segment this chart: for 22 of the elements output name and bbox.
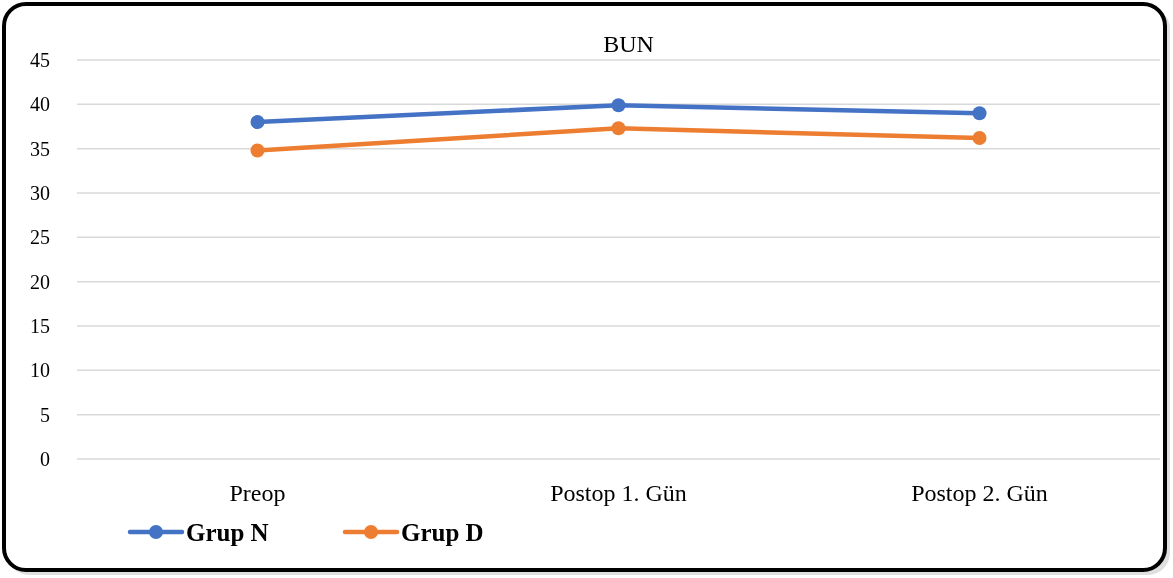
legend-label: Grup N xyxy=(186,519,269,546)
y-tick-label: 25 xyxy=(30,226,50,249)
legend-label: Grup D xyxy=(401,519,484,546)
point xyxy=(972,131,987,146)
y-tick-label: 5 xyxy=(40,403,50,426)
y-tick-label: 10 xyxy=(30,359,50,382)
point xyxy=(250,143,265,158)
y-tick-label: 20 xyxy=(30,270,50,293)
x-tick-label: Postop 2. Gün xyxy=(911,480,1048,506)
point xyxy=(611,121,626,136)
chart-title: BUN xyxy=(603,31,654,57)
y-tick-label: 35 xyxy=(30,137,50,160)
y-tick-label: 15 xyxy=(30,315,50,337)
x-tick-label: Preop xyxy=(229,480,286,506)
y-tick-label: 45 xyxy=(30,49,50,71)
point xyxy=(250,115,265,130)
y-tick-label: 40 xyxy=(30,93,50,116)
point xyxy=(972,106,987,121)
y-tick-label: 0 xyxy=(40,448,50,470)
x-tick-label: Postop 1. Gün xyxy=(550,480,687,506)
point xyxy=(611,98,626,113)
y-tick-label: 30 xyxy=(30,182,50,204)
